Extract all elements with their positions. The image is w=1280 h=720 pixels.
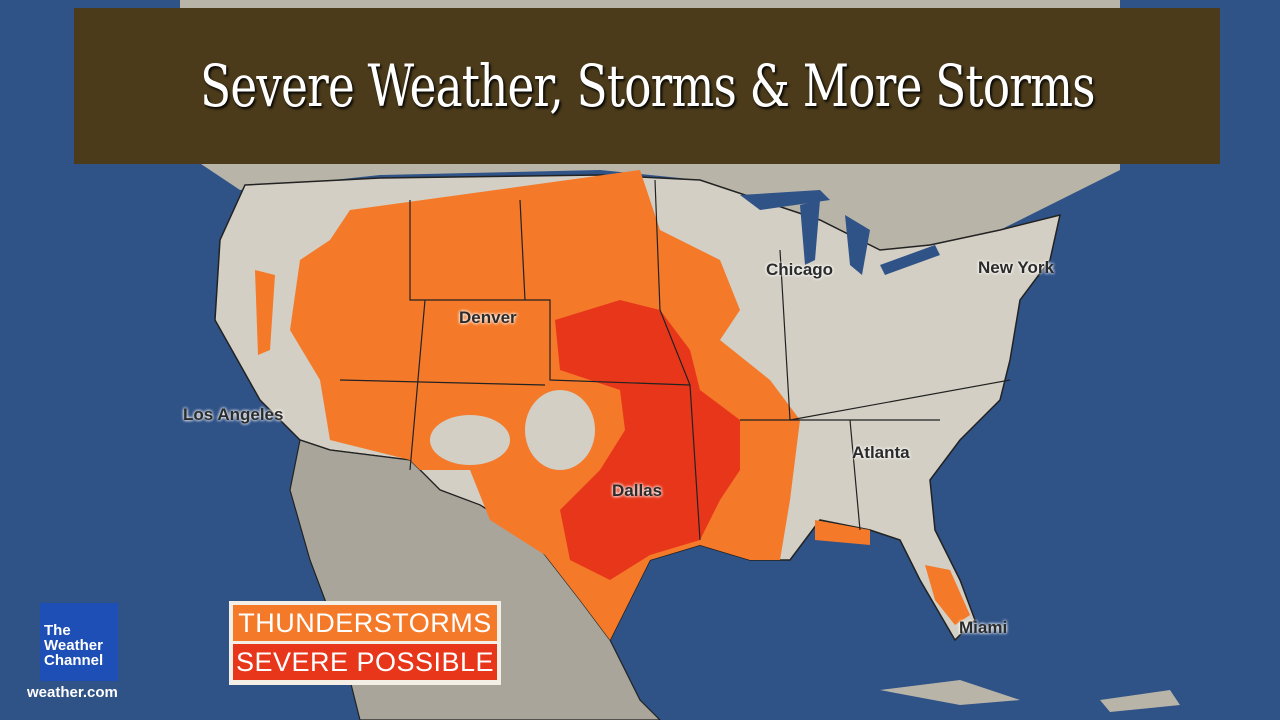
- website-url: weather.com: [27, 684, 118, 701]
- title-banner: Severe Weather, Storms & More Storms: [74, 8, 1220, 164]
- legend-severe-possible: SEVERE POSSIBLE: [233, 644, 497, 680]
- city-label-dallas: Dallas: [612, 481, 663, 500]
- city-label-new-york: New York: [978, 258, 1054, 277]
- great-lakes: [845, 215, 870, 275]
- legend-thunderstorms: THUNDERSTORMS: [233, 605, 497, 641]
- caribbean-islands: [1100, 690, 1180, 712]
- page-title: Severe Weather, Storms & More Storms: [199, 52, 1095, 120]
- great-lakes: [800, 200, 820, 265]
- caribbean-islands: [880, 680, 1020, 705]
- weather-channel-logo: The Weather Channel: [40, 603, 118, 681]
- clear-area: [525, 390, 595, 470]
- city-label-atlanta: Atlanta: [852, 443, 910, 462]
- map-legend: THUNDERSTORMS SEVERE POSSIBLE: [229, 601, 501, 685]
- city-label-chicago: Chicago: [766, 260, 834, 279]
- thunderstorms-area: [255, 170, 970, 640]
- city-label-denver: Denver: [459, 308, 517, 327]
- great-lakes: [880, 245, 940, 275]
- city-label-miami: Miami: [959, 618, 1008, 637]
- severe-possible-area: [555, 300, 740, 580]
- great-lakes: [740, 190, 830, 210]
- clear-area: [430, 415, 510, 465]
- city-label-los-angeles: Los Angeles: [183, 405, 284, 424]
- state-borders: [339, 179, 1011, 541]
